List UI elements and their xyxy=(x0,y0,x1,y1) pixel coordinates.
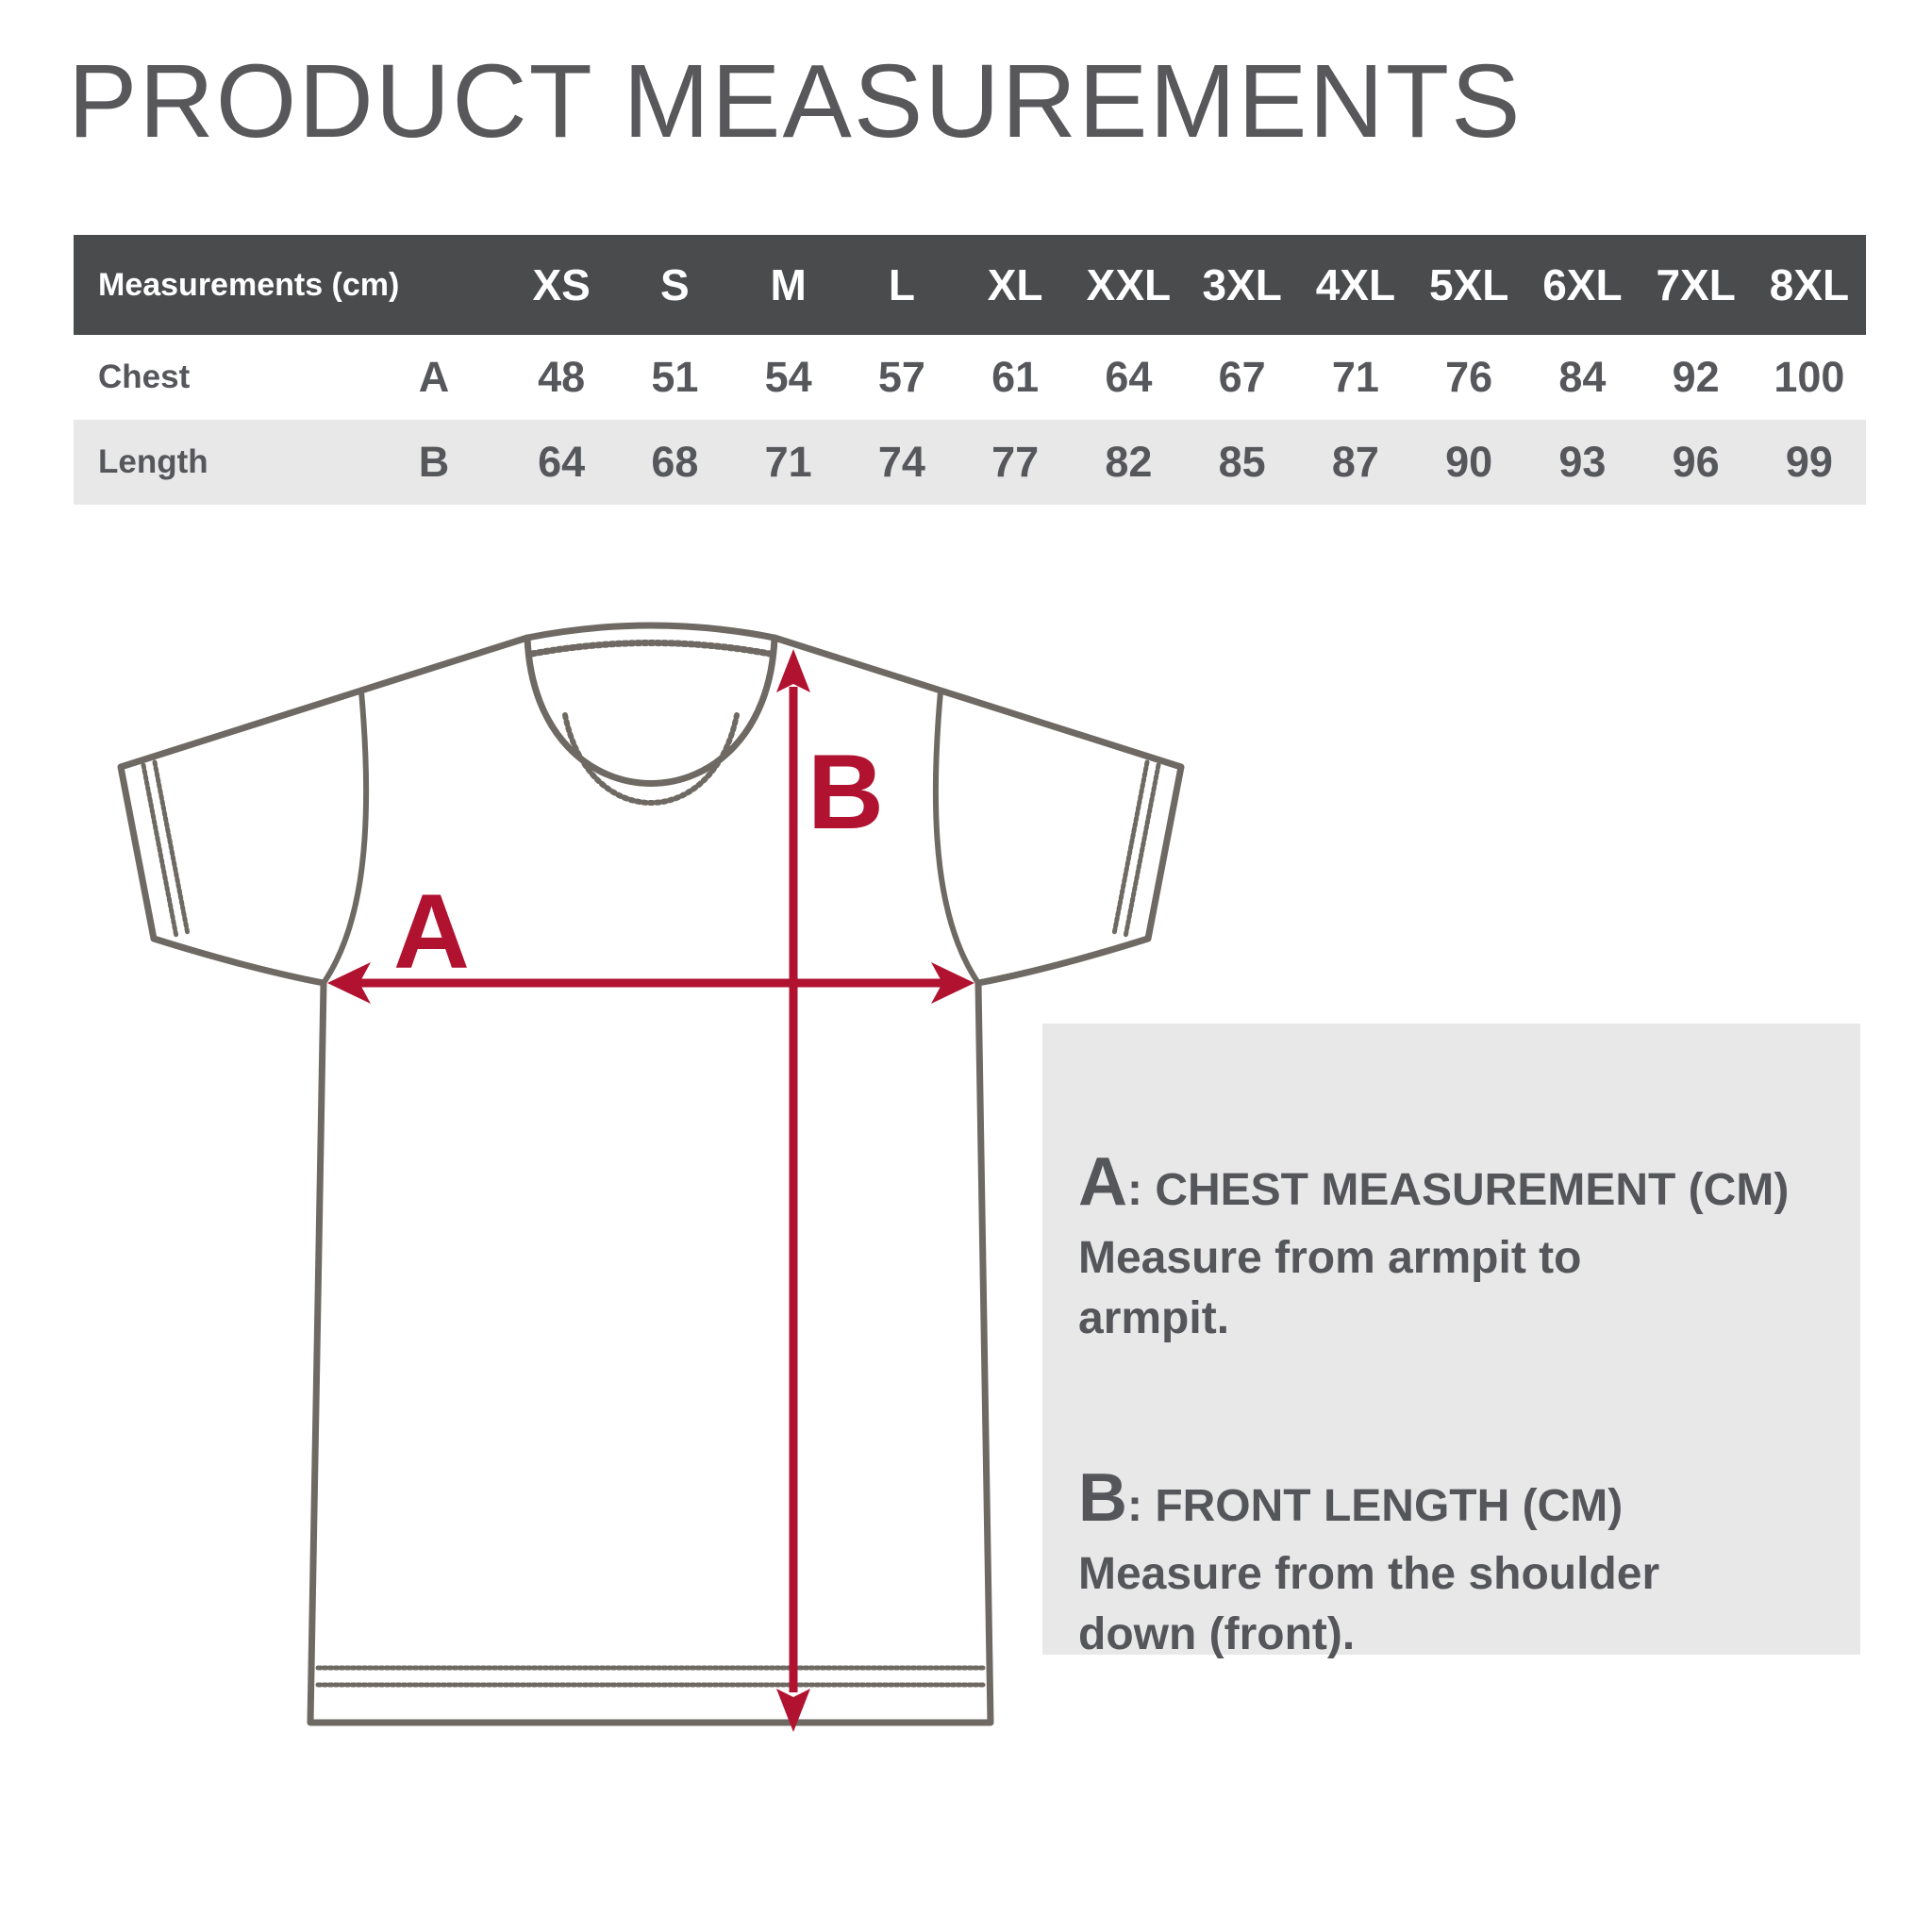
legend-length-heading: B: FRONT LENGTH (CM) xyxy=(1078,1460,1832,1544)
collar-inner-curve xyxy=(524,634,778,787)
chest-arrow-head-right xyxy=(931,962,974,1004)
length-arrow-head-top xyxy=(776,649,810,692)
chest-value-l: 57 xyxy=(877,353,925,401)
row-letter-length: B xyxy=(418,438,450,486)
row-letter-chest: A xyxy=(418,353,450,401)
chest-value-4xl: 71 xyxy=(1331,353,1379,401)
legend-length-letter: B xyxy=(1078,1460,1127,1536)
chest-value-xl: 61 xyxy=(991,353,1040,401)
column-header-size-xs: XS xyxy=(532,260,591,309)
column-header-size-xl: XL xyxy=(987,260,1043,309)
chest-value-7xl: 92 xyxy=(1672,353,1720,401)
length-arrow-label: B xyxy=(808,733,884,851)
legend-length-title: : FRONT LENGTH (CM) xyxy=(1127,1481,1624,1531)
legend-chest-heading: A: CHEST MEASUREMENT (CM) xyxy=(1078,1144,1832,1228)
length-value-xs: 64 xyxy=(538,438,586,486)
chest-value-3xl: 67 xyxy=(1218,353,1266,401)
length-value-l: 74 xyxy=(877,438,925,486)
chest-value-8xl: 100 xyxy=(1774,353,1845,401)
length-value-3xl: 85 xyxy=(1218,438,1266,486)
column-header-size-m: M xyxy=(770,260,807,309)
length-value-xl: 77 xyxy=(991,438,1040,486)
chest-arrow-label: A xyxy=(393,873,470,991)
chest-value-5xl: 76 xyxy=(1445,353,1493,401)
length-value-5xl: 90 xyxy=(1445,438,1493,486)
chest-value-xs: 48 xyxy=(538,353,586,401)
column-header-size-l: L xyxy=(888,260,915,309)
column-header-size-xxl: XXL xyxy=(1086,260,1172,309)
length-value-8xl: 99 xyxy=(1785,438,1833,486)
column-header-size-s: S xyxy=(660,260,690,309)
measurement-arrows: A B xyxy=(327,649,974,1732)
measurement-legend: A: CHEST MEASUREMENT (CM) Measure from a… xyxy=(1042,1024,1860,1659)
right-cuff-stitch xyxy=(1111,759,1161,940)
column-header-measurements: Measurements (cm) xyxy=(98,266,400,303)
length-value-xxl: 82 xyxy=(1105,438,1153,486)
legend-length-description: Measure from the shoulder down (front). xyxy=(1078,1549,1660,1659)
chest-value-xxl: 64 xyxy=(1105,353,1153,401)
page-title: PRODUCT MEASUREMENTS xyxy=(68,43,1523,159)
column-header-size-7xl: 7XL xyxy=(1656,260,1736,309)
right-sleeve-seam xyxy=(932,689,981,986)
column-header-size-8xl: 8XL xyxy=(1769,260,1850,309)
chest-arrow-head-left xyxy=(327,962,371,1004)
length-value-4xl: 87 xyxy=(1331,438,1379,486)
chest-value-m: 54 xyxy=(764,353,812,401)
left-cuff-stitch xyxy=(141,759,191,940)
measurements-table: Measurements (cm) XS S M L XL XXL 3XL 4X… xyxy=(74,235,1866,505)
row-label-chest: Chest xyxy=(98,358,191,395)
legend-chest-description: Measure from armpit to armpit. xyxy=(1078,1233,1582,1343)
hem-stitch xyxy=(315,1665,987,1688)
tshirt-outline xyxy=(117,622,1185,1726)
length-value-7xl: 96 xyxy=(1672,438,1720,486)
legend-chest-letter: A xyxy=(1078,1144,1127,1220)
tshirt-diagram: A B xyxy=(117,622,1185,1732)
chest-value-s: 51 xyxy=(651,353,699,401)
column-header-size-4xl: 4XL xyxy=(1315,260,1396,309)
column-header-size-6xl: 6XL xyxy=(1542,260,1623,309)
tshirt-body-path xyxy=(117,622,1185,1726)
table-row-chest: Chest A 48 51 54 57 61 64 67 71 76 84 92… xyxy=(74,335,1866,420)
table-row-length: Length B 64 68 71 74 77 82 85 87 90 93 9… xyxy=(74,420,1866,505)
legend-item-chest: A: CHEST MEASUREMENT (CM) Measure from a… xyxy=(1078,1144,1832,1349)
table-header-row: Measurements (cm) XS S M L XL XXL 3XL 4X… xyxy=(74,235,1866,335)
row-label-length: Length xyxy=(98,443,208,480)
length-value-6xl: 93 xyxy=(1558,438,1607,486)
column-header-size-5xl: 5XL xyxy=(1428,260,1509,309)
length-value-m: 71 xyxy=(764,438,812,486)
length-arrow-head-bottom xyxy=(776,1689,810,1732)
column-header-size-3xl: 3XL xyxy=(1202,260,1282,309)
legend-chest-title: : CHEST MEASUREMENT (CM) xyxy=(1127,1165,1790,1215)
left-sleeve-seam xyxy=(321,689,370,986)
collar-top-stitch xyxy=(528,640,774,658)
legend-item-length: B: FRONT LENGTH (CM) Measure from the sh… xyxy=(1078,1460,1832,1665)
length-value-s: 68 xyxy=(651,438,699,486)
chest-value-6xl: 84 xyxy=(1558,353,1607,401)
collar-bottom-stitch xyxy=(562,712,740,806)
